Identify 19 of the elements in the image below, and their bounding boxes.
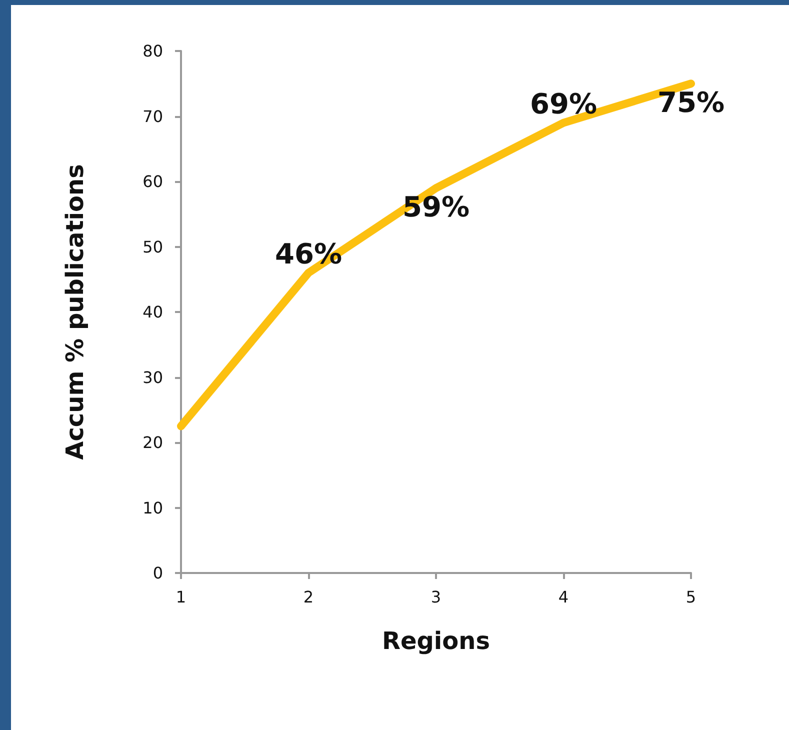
y-tick-label: 80 (142, 42, 163, 60)
x-tick-label: 5 (686, 588, 696, 606)
y-axis-title: Accum % publications (61, 164, 89, 460)
y-tick-label: 0 (152, 564, 163, 582)
y-tick-label: 70 (142, 106, 163, 126)
y-tick-label: 40 (142, 302, 163, 322)
data-label: 69% (530, 87, 598, 120)
data-label: 59% (402, 190, 470, 224)
y-tick-label: 50 (142, 237, 163, 256)
x-axis-title: Regions (382, 627, 490, 655)
x-tick-label: 4 (558, 588, 569, 606)
x-tick-label: 3 (430, 588, 442, 606)
data-label: 75% (657, 86, 725, 120)
y-tick-label: 20 (142, 433, 163, 452)
x-tick-label: 1 (176, 588, 186, 606)
x-tick-label: 2 (303, 588, 314, 606)
y-tick-label: 60 (142, 172, 163, 191)
y-tick-label: 30 (142, 368, 163, 387)
y-tick-label: 10 (142, 498, 163, 518)
